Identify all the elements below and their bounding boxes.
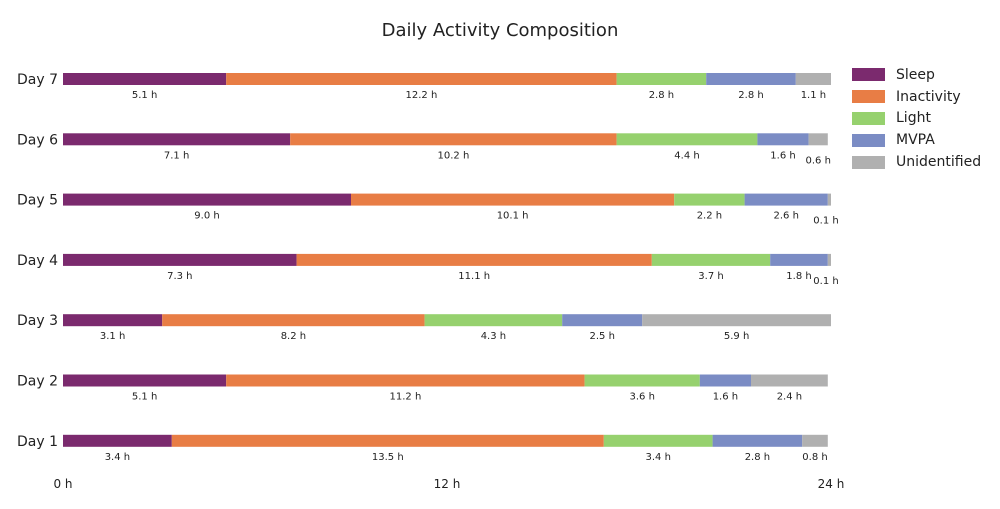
data-label: 10.1 h bbox=[497, 211, 529, 222]
legend-label: MVPA bbox=[896, 132, 935, 149]
bar-segment-unidentified bbox=[795, 73, 831, 85]
data-label: 1.8 h bbox=[786, 271, 811, 282]
bar-segment-sleep bbox=[63, 73, 227, 85]
y-tick-label: Day 3 bbox=[17, 313, 58, 329]
y-tick-label: Day 1 bbox=[17, 434, 58, 450]
data-label: 1.1 h bbox=[801, 90, 826, 101]
x-tick-label: 24 h bbox=[818, 477, 845, 491]
legend-item: Inactivity bbox=[852, 86, 981, 108]
bar-segment-mvpa bbox=[744, 193, 828, 206]
data-label: 7.1 h bbox=[164, 150, 189, 161]
data-label: 13.5 h bbox=[372, 452, 404, 463]
bar-segment-inactivity bbox=[296, 253, 652, 266]
bar-segment-sleep bbox=[63, 434, 172, 447]
data-label: 0.8 h bbox=[802, 452, 827, 463]
y-tick-label: Day 5 bbox=[17, 193, 58, 209]
legend-swatch bbox=[852, 90, 885, 104]
bar-segment-light bbox=[674, 193, 745, 206]
bar-segment-unidentified bbox=[808, 133, 828, 146]
bar-segment-light bbox=[603, 434, 713, 447]
legend-label: Sleep bbox=[896, 66, 935, 83]
data-label: 11.2 h bbox=[390, 392, 422, 403]
data-label: 2.5 h bbox=[589, 331, 614, 342]
bar-segment-sleep bbox=[63, 374, 227, 387]
bar-segment-light bbox=[616, 73, 707, 85]
data-label: 3.6 h bbox=[629, 392, 654, 403]
data-label: 1.6 h bbox=[713, 392, 738, 403]
bar-segment-sleep bbox=[63, 314, 163, 327]
bar-segment-sleep bbox=[63, 133, 291, 146]
data-label: 2.4 h bbox=[777, 392, 802, 403]
data-label: 5.9 h bbox=[724, 331, 749, 342]
bar-segment-light bbox=[584, 374, 700, 387]
bar-segment-unidentified bbox=[642, 314, 831, 327]
y-tick-label: Day 6 bbox=[17, 132, 58, 148]
bar-segment-light bbox=[424, 314, 563, 327]
legend-swatch bbox=[852, 68, 885, 82]
bar-segment-inactivity bbox=[290, 133, 617, 146]
bar-segment-light bbox=[651, 253, 771, 266]
data-label: 8.2 h bbox=[281, 331, 306, 342]
legend-swatch bbox=[852, 155, 885, 169]
bar-segment-unidentified bbox=[827, 253, 831, 266]
bar-segment-mvpa bbox=[706, 73, 796, 85]
bar-segment-mvpa bbox=[757, 133, 809, 146]
legend-item: Sleep bbox=[852, 64, 981, 86]
legend-item: MVPA bbox=[852, 129, 981, 151]
x-tick-label: 12 h bbox=[434, 477, 461, 491]
data-label: 2.8 h bbox=[745, 452, 770, 463]
data-label: 4.4 h bbox=[674, 150, 699, 161]
data-label: 2.8 h bbox=[738, 90, 763, 101]
data-label: 12.2 h bbox=[406, 90, 438, 101]
legend-item: Unidentified bbox=[852, 151, 981, 173]
bar-segment-sleep bbox=[63, 193, 351, 206]
data-label: 5.1 h bbox=[132, 392, 157, 403]
bar-segment-inactivity bbox=[162, 314, 425, 327]
data-label: 0.1 h bbox=[813, 276, 838, 287]
y-tick-label: Day 4 bbox=[17, 253, 58, 269]
data-label: 10.2 h bbox=[438, 150, 470, 161]
data-label: 5.1 h bbox=[132, 90, 157, 101]
legend-label: Inactivity bbox=[896, 88, 961, 105]
data-label: 3.4 h bbox=[105, 452, 130, 463]
data-label: 7.3 h bbox=[167, 271, 192, 282]
bar-segment-sleep bbox=[63, 253, 297, 266]
bar-segment-inactivity bbox=[226, 73, 617, 85]
legend-label: Unidentified bbox=[896, 154, 982, 171]
data-label: 3.4 h bbox=[645, 452, 670, 463]
chart-title: Daily Activity Composition bbox=[381, 20, 619, 41]
bar-segment-inactivity bbox=[171, 434, 604, 447]
data-label: 11.1 h bbox=[458, 271, 490, 282]
bar-segment-unidentified bbox=[802, 434, 828, 447]
y-tick-label: Day 2 bbox=[17, 374, 58, 390]
data-label: 9.0 h bbox=[194, 211, 219, 222]
legend-item: Light bbox=[852, 108, 981, 130]
bar-segment-mvpa bbox=[699, 374, 751, 387]
data-label: 3.7 h bbox=[698, 271, 723, 282]
data-label: 2.2 h bbox=[697, 211, 722, 222]
bar-segment-light bbox=[616, 133, 758, 146]
bar-segment-mvpa bbox=[712, 434, 803, 447]
bar-segment-mvpa bbox=[562, 314, 643, 327]
bar-segment-mvpa bbox=[770, 253, 828, 266]
bar-segment-unidentified bbox=[827, 193, 831, 206]
legend-swatch bbox=[852, 133, 885, 147]
bar-segment-unidentified bbox=[751, 374, 828, 387]
data-label: 2.6 h bbox=[773, 211, 798, 222]
bar-segment-inactivity bbox=[226, 374, 585, 387]
x-tick-label: 0 h bbox=[53, 477, 72, 491]
legend-label: Light bbox=[896, 110, 931, 127]
bar-segment-inactivity bbox=[351, 193, 675, 206]
data-label: 4.3 h bbox=[481, 331, 506, 342]
data-label: 2.8 h bbox=[649, 90, 674, 101]
legend-swatch bbox=[852, 111, 885, 125]
data-label: 1.6 h bbox=[770, 150, 795, 161]
data-label: 0.1 h bbox=[813, 216, 838, 227]
data-label: 3.1 h bbox=[100, 331, 125, 342]
data-label: 0.6 h bbox=[805, 155, 830, 166]
y-tick-label: Day 7 bbox=[17, 72, 58, 88]
chart-legend: Sleep Inactivity Light MVPA Unidentified bbox=[852, 64, 981, 173]
